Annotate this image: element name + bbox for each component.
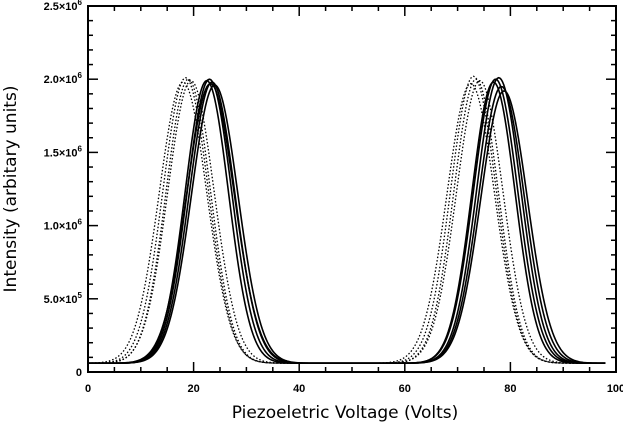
ticks-layer [87, 5, 617, 373]
x-tick-label: 100 [607, 383, 623, 395]
y-tick-label: 1.5×106 [44, 144, 83, 159]
y-tick-label: 1.0×106 [44, 218, 83, 233]
y-tick-label: 0 [76, 367, 82, 379]
x-tick-label: 60 [399, 383, 411, 395]
x-axis-label: Piezoeletric Voltage (Volts) [232, 403, 459, 423]
x-tick-label: 40 [293, 383, 305, 395]
x-tick-label: 20 [187, 383, 199, 395]
y-tick-label: 2.5×106 [44, 0, 83, 13]
tick-labels-layer: 0 20 40 60 80 100 0 5.0×105 1.0×106 1.5×106 2.0×10… [44, 0, 623, 395]
x-tick-label: 80 [504, 383, 516, 395]
y-axis-label: Intensity (arbitary units) [1, 86, 21, 293]
y-tick-label: 2.0×106 [44, 71, 83, 86]
series-layer [88, 75, 606, 365]
series-line-dotted [88, 79, 606, 364]
y-tick-label: 5.0×105 [44, 291, 83, 306]
x-tick-label: 0 [85, 383, 91, 395]
